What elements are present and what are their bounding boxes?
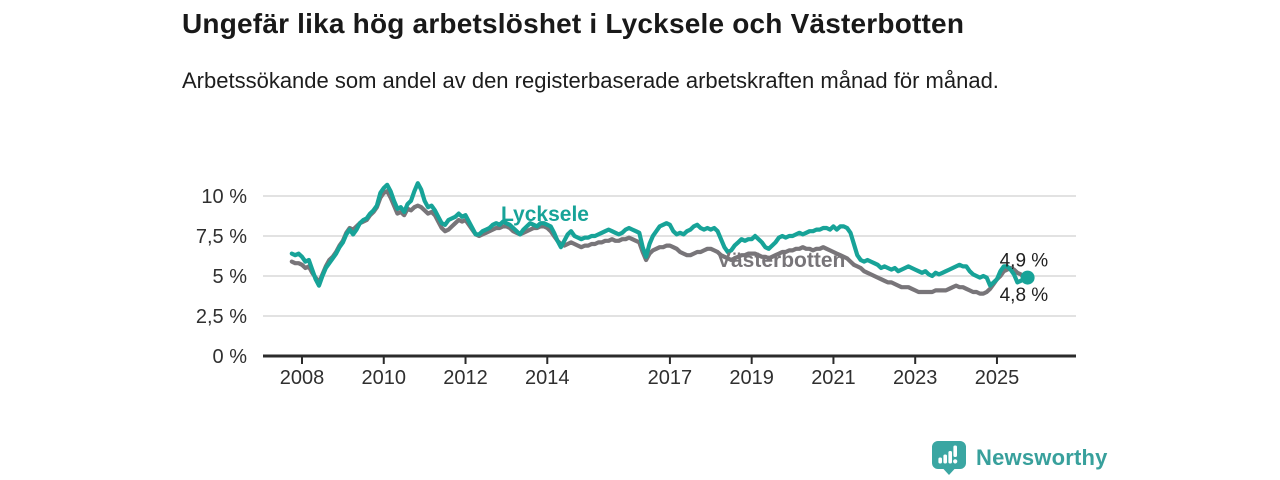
y-tick-label: 5 % [213,266,248,288]
series-label-lycksele: Lycksele [501,203,589,226]
x-tick-label: 2019 [729,367,774,389]
newsworthy-brand: Newsworthy [932,441,1108,475]
västerbotten-line [289,189,1030,296]
x-tick-label: 2014 [525,367,570,389]
y-tick-label: 7,5 % [196,226,247,248]
x-tick-label: 2012 [443,367,488,389]
y-tick-label: 10 % [201,186,247,208]
västerbotten-end-value-label: 4,8 % [1000,285,1049,306]
lycksele-line [289,181,1030,288]
lycksele-end-dot [1020,270,1035,285]
chart-subtitle: Arbetssökande som andel av den registerb… [182,68,999,93]
y-tick-label: 0 % [213,346,248,368]
brand-name: Newsworthy [976,445,1108,470]
y-tick-label: 2,5 % [196,306,247,328]
x-tick-label: 2023 [893,367,938,389]
x-tick-label: 2025 [975,367,1020,389]
x-tick-label: 2017 [648,367,693,389]
series-label-västerbotten: Västerbotten [717,249,845,272]
x-tick-label: 2008 [280,367,325,389]
x-tick-label: 2010 [362,367,407,389]
page-title: Ungefär lika hög arbetslöshet i Lycksele… [182,8,965,39]
lycksele-end-value-label: 4,9 % [1000,251,1049,272]
x-tick-label: 2021 [811,367,856,389]
bar-chart-badge-icon [932,441,966,475]
